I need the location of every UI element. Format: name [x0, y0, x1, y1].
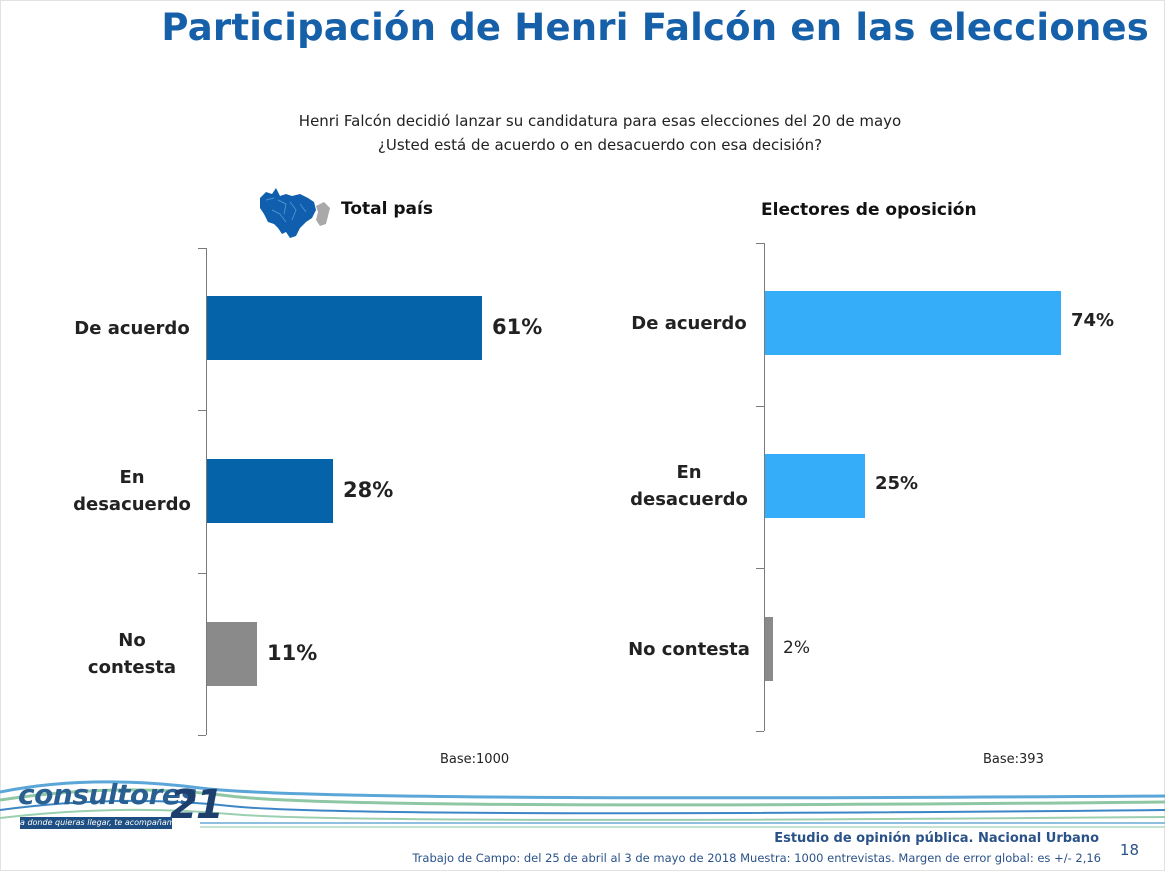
logo-number: 21 — [170, 782, 224, 828]
bar-opposition-2 — [765, 454, 865, 518]
value-label-opposition-2: 25% — [875, 473, 919, 494]
axis-tick-total — [198, 410, 206, 411]
category-label-line: En — [119, 467, 145, 488]
page-number: 18 — [1119, 841, 1139, 859]
bar-total-3 — [207, 622, 257, 686]
category-label-total-1: De acuerdo — [52, 315, 212, 342]
category-label-opposition-2: En desacuerdo — [609, 459, 769, 513]
category-label-line: De acuerdo — [74, 318, 190, 339]
question-line-2: ¿Usted está de acuerdo o en desacuerdo c… — [377, 136, 823, 154]
category-label-line: En — [676, 462, 702, 483]
category-label-line: contesta — [87, 657, 177, 678]
page-title: Participación de Henri Falcón en las ele… — [161, 6, 1149, 49]
value-label-opposition-1: 74% — [1071, 310, 1115, 331]
bar-total-2 — [207, 459, 333, 523]
chart-title-opposition: Electores de oposición — [761, 200, 977, 220]
bar-opposition-1 — [765, 291, 1061, 355]
footer-study: Estudio de opinión pública. Nacional Urb… — [774, 831, 1099, 846]
axis-tick-opposition — [756, 243, 764, 244]
value-label-total-3: 11% — [267, 641, 318, 665]
bar-total-1 — [207, 296, 482, 360]
category-label-line: No contesta — [628, 639, 750, 660]
venezuela-map-icon — [260, 188, 330, 238]
category-label-total-3: No contesta — [52, 627, 212, 681]
logo-name: consultores — [18, 778, 197, 811]
base-total: Base:1000 — [440, 752, 510, 767]
category-label-line: desacuerdo — [73, 494, 191, 515]
axis-tick-total — [198, 735, 206, 736]
base-opposition: Base:393 — [983, 752, 1044, 767]
value-label-total-1: 61% — [492, 315, 543, 339]
question-line-1: Henri Falcón decidió lanzar su candidatu… — [298, 112, 902, 130]
category-label-line: No — [118, 630, 146, 651]
bar-opposition-3 — [765, 617, 773, 681]
y-axis-total — [206, 248, 207, 735]
category-label-opposition-1: De acuerdo — [609, 310, 769, 337]
category-label-line: De acuerdo — [631, 313, 747, 334]
chart-title-total: Total país — [341, 199, 433, 219]
axis-tick-opposition — [756, 731, 764, 732]
category-label-opposition-3: No contesta — [609, 636, 769, 663]
value-label-opposition-3: 2% — [783, 638, 810, 658]
axis-tick-total — [198, 573, 206, 574]
footer-stripes — [0, 780, 1165, 828]
value-label-total-2: 28% — [343, 478, 394, 502]
category-label-line: desacuerdo — [630, 489, 748, 510]
axis-tick-total — [198, 248, 206, 249]
y-axis-opposition — [764, 243, 765, 731]
category-label-total-2: En desacuerdo — [52, 464, 212, 518]
footer-fieldwork: Trabajo de Campo: del 25 de abril al 3 d… — [412, 851, 1101, 865]
axis-tick-opposition — [756, 406, 764, 407]
logo-tagline: a donde quieras llegar, te acompañamos — [20, 817, 172, 829]
axis-tick-opposition — [756, 568, 764, 569]
